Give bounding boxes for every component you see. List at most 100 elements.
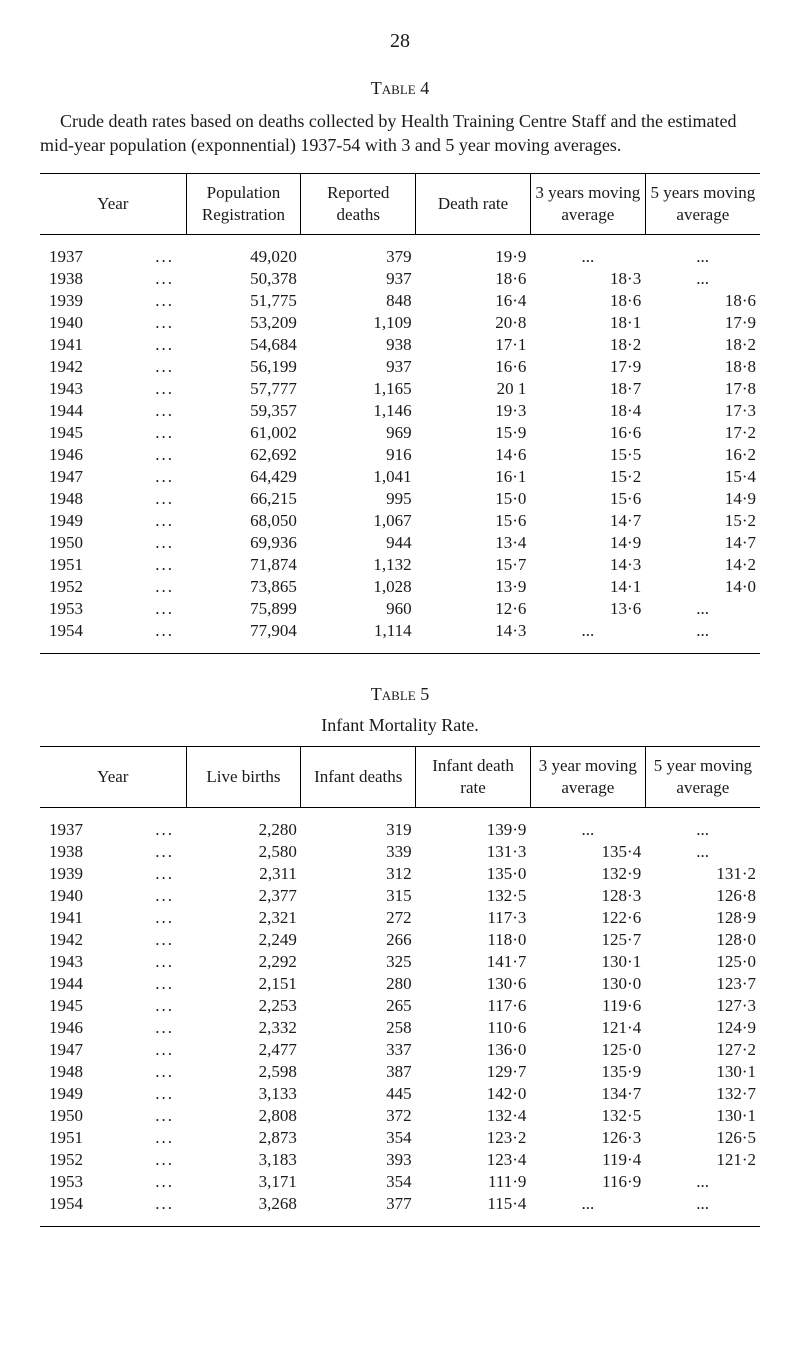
table4-header-row: Year Population Registration Reported de… [40,173,760,234]
data-cell: 18·2 [645,334,760,356]
table5-header-5yr: 5 year moving average [645,746,760,807]
year-cell: 1943... [40,378,186,400]
data-cell: 937 [301,356,416,378]
table5-header-births: Live births [186,746,301,807]
year-cell: 1942... [40,356,186,378]
data-cell: 1,165 [301,378,416,400]
year-label: 1946 [44,1018,83,1038]
row-dots: ... [155,357,174,377]
data-cell: 66,215 [186,488,301,510]
data-cell: 354 [301,1171,416,1193]
row-dots: ... [155,621,174,641]
table-row: 1940...53,2091,10920·818·117·9 [40,312,760,334]
year-cell: 1950... [40,532,186,554]
table-row: 1939...2,311312135·0132·9131·2 [40,863,760,885]
row-dots: ... [155,511,174,531]
data-cell: 2,377 [186,885,301,907]
year-label: 1949 [44,1084,83,1104]
year-label: 1953 [44,1172,83,1192]
table-row: 1943...2,292325141·7130·1125·0 [40,951,760,973]
data-cell: 119·6 [530,995,645,1017]
row-dots: ... [155,1062,174,1082]
year-cell: 1949... [40,510,186,532]
data-cell: ... [645,268,760,290]
data-cell: 134·7 [530,1083,645,1105]
data-cell: 1,146 [301,400,416,422]
data-cell: ... [645,1171,760,1193]
data-cell: 18·3 [530,268,645,290]
data-cell: 121·2 [645,1149,760,1171]
table4-header-deaths: Reported deaths [301,173,416,234]
year-cell: 1949... [40,1083,186,1105]
data-cell: 312 [301,863,416,885]
table-row: 1949...68,0501,06715·614·715·2 [40,510,760,532]
year-label: 1950 [44,533,83,553]
data-cell: 132·5 [530,1105,645,1127]
table-row: 1953...75,89996012·613·6... [40,598,760,620]
table5-header-rate: Infant death rate [416,746,531,807]
row-dots: ... [155,291,174,311]
year-label: 1951 [44,1128,83,1148]
data-cell: 122·6 [530,907,645,929]
data-cell: ... [530,234,645,268]
data-cell: 123·7 [645,973,760,995]
data-cell: 1,109 [301,312,416,334]
data-cell: 15·2 [645,510,760,532]
row-dots: ... [155,423,174,443]
data-cell: 132·9 [530,863,645,885]
data-cell: 339 [301,841,416,863]
year-cell: 1954... [40,1193,186,1226]
data-cell: 17·9 [530,356,645,378]
table-row: 1944...59,3571,14619·318·417·3 [40,400,760,422]
data-cell: 127·2 [645,1039,760,1061]
row-dots: ... [155,533,174,553]
year-label: 1948 [44,1062,83,1082]
data-cell: 20 1 [416,378,531,400]
data-cell: 15·6 [530,488,645,510]
row-dots: ... [155,555,174,575]
data-cell: 132·5 [416,885,531,907]
table4-header-rate: Death rate [416,173,531,234]
year-label: 1942 [44,357,83,377]
year-label: 1944 [44,401,83,421]
year-label: 1940 [44,886,83,906]
data-cell: ... [645,234,760,268]
data-cell: 18·1 [530,312,645,334]
data-cell: 258 [301,1017,416,1039]
data-cell: 69,936 [186,532,301,554]
year-cell: 1953... [40,598,186,620]
data-cell: 14·3 [530,554,645,576]
data-cell: 117·6 [416,995,531,1017]
table5-header-row: Year Live births Infant deaths Infant de… [40,746,760,807]
data-cell: 15·9 [416,422,531,444]
data-cell: 119·4 [530,1149,645,1171]
data-cell: 54,684 [186,334,301,356]
data-cell: 995 [301,488,416,510]
data-cell: 17·9 [645,312,760,334]
data-cell: 56,199 [186,356,301,378]
year-label: 1944 [44,974,83,994]
row-dots: ... [155,1128,174,1148]
data-cell: 3,171 [186,1171,301,1193]
data-cell: 15·2 [530,466,645,488]
year-cell: 1939... [40,290,186,312]
year-cell: 1937... [40,807,186,841]
year-label: 1943 [44,379,83,399]
data-cell: 372 [301,1105,416,1127]
data-cell: 125·0 [530,1039,645,1061]
row-dots: ... [155,1172,174,1192]
table-row: 1946...2,332258110·6121·4124·9 [40,1017,760,1039]
data-cell: 128·0 [645,929,760,951]
row-dots: ... [155,1150,174,1170]
year-label: 1943 [44,952,83,972]
row-dots: ... [155,379,174,399]
data-cell: 17·8 [645,378,760,400]
data-cell: 13·9 [416,576,531,598]
data-cell: 121·4 [530,1017,645,1039]
table-row: 1938...50,37893718·618·3... [40,268,760,290]
data-cell: ... [530,1193,645,1226]
year-cell: 1941... [40,907,186,929]
data-cell: 125·0 [645,951,760,973]
data-cell: 14·9 [645,488,760,510]
data-cell: 123·4 [416,1149,531,1171]
